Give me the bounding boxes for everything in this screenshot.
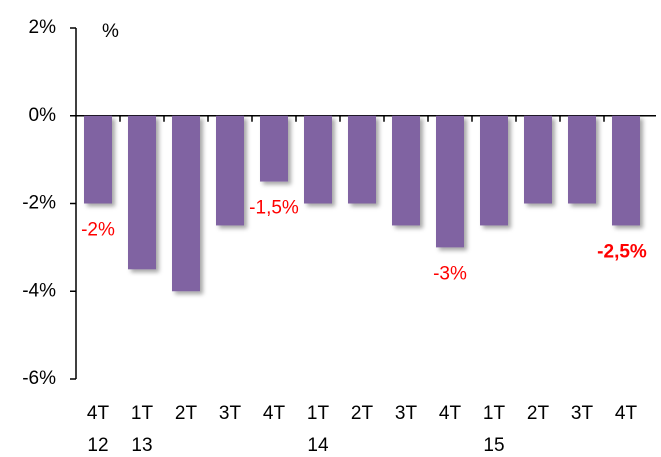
x-tick-label: 3T [219, 403, 242, 424]
y-tick-label: -4% [22, 280, 56, 301]
bar [568, 115, 596, 204]
bar [128, 115, 156, 270]
value-label: -3% [433, 263, 467, 284]
y-tick-label: -6% [22, 368, 56, 389]
value-label: -2% [81, 220, 115, 241]
x-group-label: 15 [483, 435, 504, 456]
x-group-label: 14 [307, 435, 329, 456]
bar [304, 115, 332, 204]
y-tick-label: 0% [29, 105, 57, 126]
x-tick-label: 1T [307, 403, 330, 424]
bar [84, 115, 112, 204]
y-tick-label: 2% [29, 17, 57, 38]
value-label: -1,5% [249, 198, 299, 219]
x-tick-label: 2T [527, 403, 550, 424]
bar [612, 115, 640, 226]
x-tick-label: 4T [615, 403, 638, 424]
bar [172, 115, 200, 292]
bar [392, 115, 420, 226]
value-label: -2,5% [597, 241, 647, 262]
x-group-label: 13 [131, 435, 152, 456]
x-tick-label: 3T [395, 403, 418, 424]
x-group-label: 12 [87, 435, 108, 456]
x-tick-label: 2T [175, 403, 198, 424]
unit-label: % [102, 21, 119, 42]
bar [348, 115, 376, 204]
bar [524, 115, 552, 204]
x-tick-label: 4T [87, 403, 110, 424]
bar [216, 115, 244, 226]
x-tick-label: 1T [131, 403, 154, 424]
x-tick-label: 4T [263, 403, 286, 424]
x-tick-label: 3T [571, 403, 594, 424]
y-tick-label: -2% [22, 193, 56, 214]
bar [436, 115, 464, 248]
x-tick-label: 4T [439, 403, 462, 424]
x-tick-label: 1T [483, 403, 506, 424]
bar [260, 115, 288, 182]
x-tick-label: 2T [351, 403, 374, 424]
bar [480, 115, 508, 226]
